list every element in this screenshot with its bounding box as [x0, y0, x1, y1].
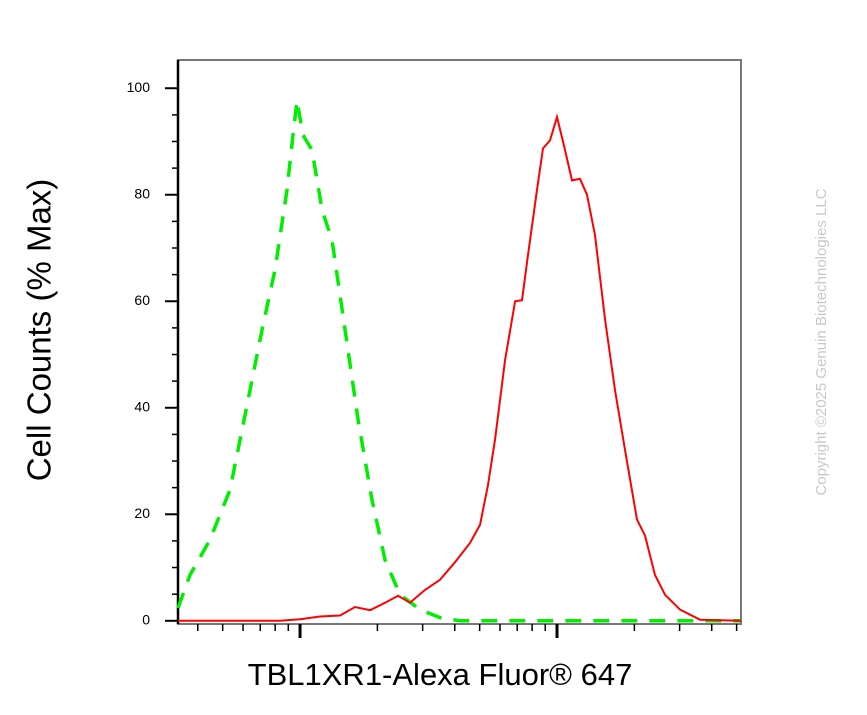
y-axis-label: Cell Counts (% Max) [21, 179, 58, 482]
watermark: Copyright ©2025 Genuin Biotechnologies L… [813, 188, 830, 495]
y-tick-label: 100 [127, 79, 151, 95]
y-tick-label: 0 [142, 612, 150, 628]
y-tick-label: 60 [134, 292, 150, 308]
y-tick-label: 40 [134, 398, 150, 414]
y-tick-label: 20 [134, 505, 150, 521]
histogram-line [178, 113, 742, 622]
y-tick-label: 80 [134, 185, 150, 201]
plot-frame [177, 59, 742, 625]
histogram-line [176, 100, 741, 623]
x-axis-label: TBL1XR1-Alexa Fluor® 647 [248, 657, 633, 692]
